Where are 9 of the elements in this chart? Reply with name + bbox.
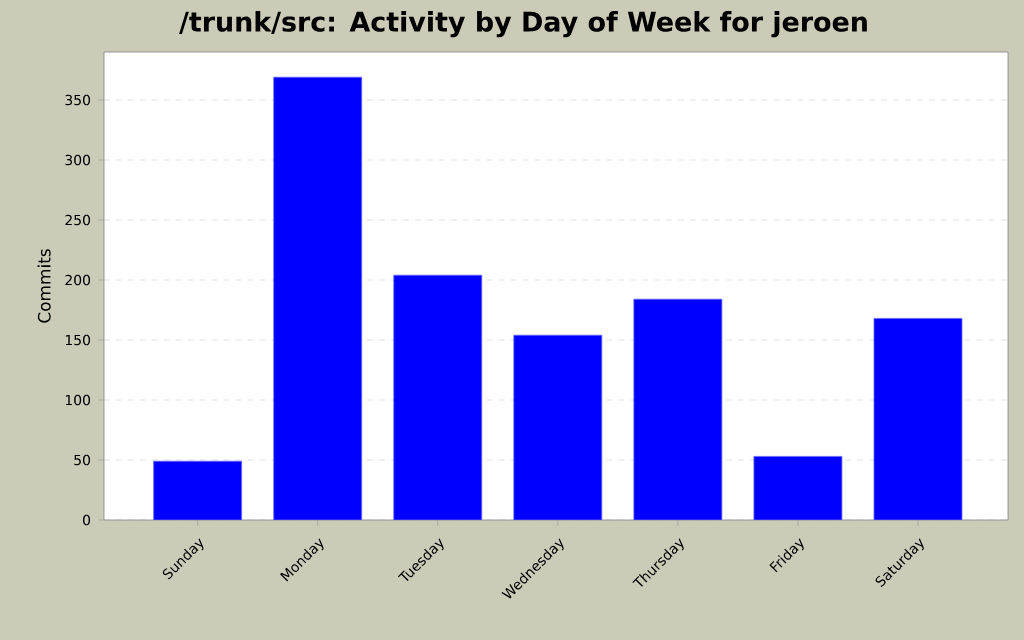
chart-title: /trunk/src: Activity by Day of Week for jeroen [179,11,867,38]
bar [753,456,842,520]
bar [513,335,602,520]
bar [273,77,362,520]
y-axis-title: Commits [37,249,51,323]
bar [633,299,722,520]
bar [873,318,963,520]
bar [393,275,482,520]
bar [153,461,242,520]
